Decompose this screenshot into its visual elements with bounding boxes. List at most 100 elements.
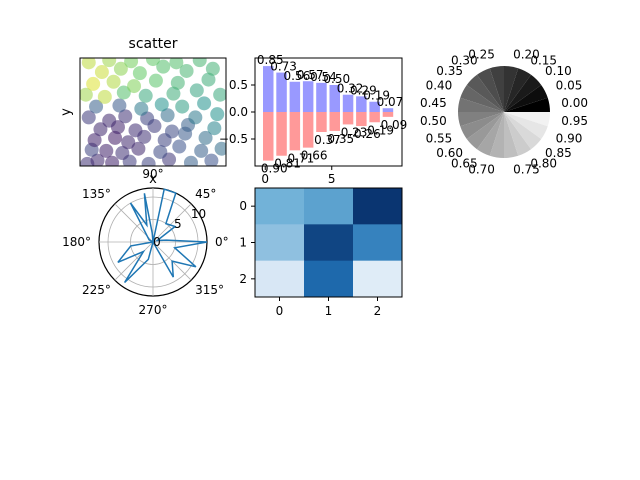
scatter-point-54 [170,75,185,90]
scatter-point-37 [89,99,104,114]
scatter-point-53 [148,73,163,88]
pie-slice-3 [504,68,532,112]
pie-label-16: 0.80 [530,157,557,171]
polar-series-line [117,188,208,284]
heatmap-ytick-label-1: 1 [239,236,247,250]
bar-xtick-label-0: 0 [261,172,269,186]
polar-angle-label-3: 135° [82,187,111,201]
polar-spoke-1 [152,203,192,243]
polar-angle-label-1: 45° [195,187,216,201]
bar-1-0 [263,112,274,161]
bar-0-5 [329,85,340,112]
pie-slice-4 [504,66,519,112]
scatter-point-39 [134,101,149,116]
heatmap-cell-0-0 [255,188,305,225]
pie-label-0: 0.00 [561,96,588,110]
pie-slice-18 [504,112,548,140]
bar-0-8 [369,101,380,112]
heatmap-cell-2-1 [304,260,354,298]
scatter-point-9 [99,143,114,158]
scatter-point-34 [160,108,175,123]
scatter-point-16 [87,133,102,148]
bar-value-label-bottom-1: 0.81 [274,157,301,171]
scatter-point-13 [172,139,187,154]
scatter-point-60 [179,63,194,78]
scatter-xlabel: x [149,172,157,187]
pie-label-19: 0.95 [561,114,588,128]
heatmap-cell-1-1 [304,224,354,262]
heatmap-ytick-label-0: 0 [239,199,247,213]
pie-slice-12 [466,112,504,150]
pie-slice-13 [476,112,504,156]
pie-label-6: 0.30 [451,53,478,67]
pie-slice-5 [489,66,504,112]
heatmap-cell-0-1 [304,188,354,225]
pie-label-17: 0.85 [545,146,572,160]
pie-slice-2 [504,74,542,112]
scatter-point-47 [166,86,181,101]
scatter-point-35 [188,110,203,125]
bar-ytick-label-1: 0.0 [229,105,248,119]
polar-radius-label-0: 0 [153,235,161,249]
heatmap-xtick-label-0: 0 [276,304,284,318]
scatter-point-62 [81,58,96,70]
scatter-title: scatter [129,36,178,52]
pie-slice-9 [458,97,504,112]
polar-angle-label-2: 90° [142,167,163,181]
scatter-point-67 [192,58,207,68]
bar-1-9 [382,112,394,117]
pie-label-11: 0.55 [426,131,453,145]
polar-panel: 0° 45° 90° 135° 180° 225° 270° 315° 05 10 [62,167,229,317]
bar-value-label-bottom-4: 0.37 [314,133,341,147]
scatter-point-66 [169,58,184,70]
bar-0-2 [289,81,301,112]
bar-panel: 0.850.730.560.570.540.500.320.290.190.07… [219,53,407,186]
bar-0-4 [316,82,327,112]
bar-0-3 [302,81,314,112]
scatter-point-64 [124,58,139,69]
scatter-point-46 [138,88,153,103]
polar-radius-label-1: 5 [174,217,182,231]
bar-ytick-label-2: −0.5 [219,132,248,146]
heatmap-xtick-label-1: 1 [325,304,333,318]
bar-0-9 [382,108,394,112]
pie-label-7: 0.35 [436,64,463,78]
pie-slice-8 [460,84,504,112]
pie-label-10: 0.50 [420,114,447,128]
pie-slice-17 [504,112,542,150]
bar-0-7 [356,96,367,112]
polar-angle-label-0: 0° [215,235,229,249]
heatmap-ytick-label-2: 2 [239,272,247,286]
heatmap-cell-1-2 [353,224,403,262]
scatter-point-49 [213,87,226,102]
pie-slice-6 [476,68,504,112]
heatmap-panel: 0 1 2 0 1 2 [239,187,403,318]
pie-slice-0 [504,97,550,112]
scatter-point-38 [112,98,127,113]
scatter-point-51 [106,74,121,89]
polar-angle-label-7: 315° [195,283,224,297]
bar-marks [263,66,394,161]
scatter-point-22 [198,130,213,145]
scatter-point-45 [116,85,131,100]
heatmap-cell-2-0 [255,260,305,298]
scatter-point-50 [86,76,101,91]
scatter-panel: scatter x y [59,36,227,187]
pie-labels: 0.00 0.050.100.150.20 0.250.300.350.40 0.45… [420,48,588,177]
pie-label-18: 0.90 [556,131,583,145]
heatmap-axis: 0 1 2 0 1 2 [239,199,381,318]
polar-angle-label-6: 270° [139,303,168,317]
bar-xtick-label-1: 5 [328,172,336,186]
scatter-point-56 [94,65,109,80]
scatter-point-1 [90,153,105,166]
polar-angle-label-5: 225° [82,283,111,297]
bar-1-3 [302,112,314,148]
pie-slice-11 [460,112,504,140]
bar-value-label-top-0: 0.85 [257,53,284,67]
scatter-point-15 [214,141,226,156]
scatter-point-36 [210,107,225,122]
scatter-point-63 [102,58,117,68]
heatmap-cell-2-2 [353,260,403,298]
bar-value-label-bottom-5: 0.35 [327,132,354,146]
scatter-point-41 [175,99,190,114]
